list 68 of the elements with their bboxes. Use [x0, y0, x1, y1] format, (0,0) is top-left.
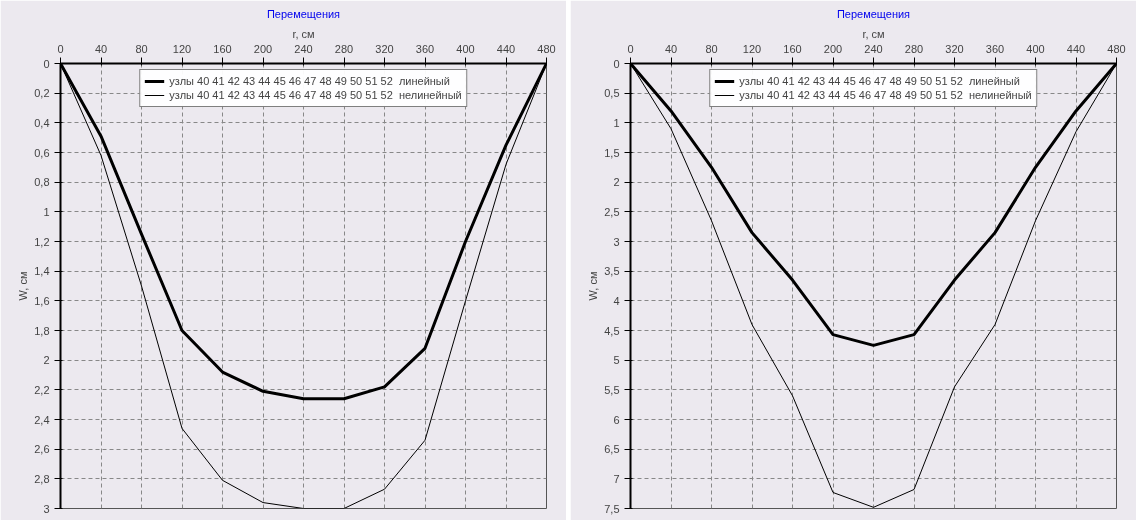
y-tick-label: 2 [613, 176, 620, 189]
y-tick-label: 0,6 [34, 146, 50, 159]
legend-label: узлы 40 41 42 43 44 45 46 47 48 49 50 51 52 нелинейный [169, 88, 462, 102]
y-tick-label: 2 [43, 354, 50, 367]
y-tick-label: 2,6 [34, 443, 50, 456]
y-tick-label: 1 [43, 205, 50, 218]
x-tick-label: 360 [985, 42, 1005, 55]
y-tick-label: 6 [613, 413, 620, 426]
x-tick-label: 80 [135, 42, 148, 55]
x-tick-label: 360 [415, 42, 435, 55]
x-axis-title: r, см [862, 27, 885, 40]
x-tick-label: 0 [627, 42, 634, 55]
y-tick-label: 0,2 [34, 87, 50, 100]
y-tick-label: 0 [43, 57, 50, 70]
x-tick-label: 280 [904, 42, 924, 55]
y-tick-label: 1,5 [604, 146, 620, 159]
y-tick-label: 6,5 [604, 443, 620, 456]
x-tick-label: 480 [537, 42, 556, 55]
y-tick-label: 2,2 [34, 383, 50, 396]
y-tick-label: 3 [613, 235, 620, 248]
y-tick-label: 2,5 [604, 205, 620, 218]
y-tick-label: 4 [613, 294, 620, 307]
legend-label: узлы 40 41 42 43 44 45 46 47 48 49 50 51 52 линейный [739, 74, 1020, 88]
y-tick-label: 1,2 [34, 235, 50, 248]
x-axis-title: r, см [292, 27, 315, 40]
x-tick-label: 200 [823, 42, 843, 55]
y-axis-title: W, см [587, 271, 600, 301]
x-tick-label: 320 [945, 42, 964, 55]
x-tick-label: 440 [1066, 42, 1086, 55]
y-tick-label: 2,8 [34, 472, 50, 485]
y-tick-label: 1,4 [34, 265, 50, 278]
x-tick-label: 160 [783, 42, 802, 55]
legend-label: узлы 40 41 42 43 44 45 46 47 48 49 50 51 52 линейный [169, 74, 450, 88]
x-tick-label: 240 [294, 42, 313, 55]
x-tick-label: 400 [456, 42, 475, 55]
legend-label: узлы 40 41 42 43 44 45 46 47 48 49 50 51 52 нелинейный [739, 88, 1032, 102]
x-tick-label: 240 [864, 42, 883, 55]
y-tick-label: 3 [43, 502, 50, 515]
x-tick-label: 280 [334, 42, 354, 55]
y-tick-label: 0,4 [34, 116, 50, 129]
y-tick-label: 3,5 [604, 265, 620, 278]
y-tick-label: 5 [613, 354, 620, 367]
y-tick-label: 7 [613, 472, 620, 485]
y-tick-label: 1,6 [34, 294, 50, 307]
y-tick-label: 1,8 [34, 324, 50, 337]
y-tick-label: 7,5 [604, 502, 620, 515]
chart-title: Перемещения [836, 7, 911, 20]
x-tick-label: 200 [253, 42, 273, 55]
x-tick-label: 320 [375, 42, 394, 55]
y-tick-label: 0,8 [34, 176, 50, 189]
y-axis-title: W, см [17, 271, 30, 301]
y-tick-label: 0 [613, 57, 620, 70]
y-tick-label: 2,4 [34, 413, 50, 426]
y-tick-label: 0,5 [604, 87, 620, 100]
x-tick-label: 160 [213, 42, 232, 55]
x-tick-label: 40 [664, 42, 678, 55]
y-tick-label: 4,5 [604, 324, 620, 337]
x-tick-label: 120 [742, 42, 762, 55]
x-tick-label: 40 [94, 42, 108, 55]
x-tick-label: 0 [57, 42, 64, 55]
x-tick-label: 80 [705, 42, 718, 55]
x-tick-label: 440 [496, 42, 516, 55]
x-tick-label: 480 [1107, 42, 1126, 55]
y-tick-label: 1 [613, 116, 620, 129]
y-tick-label: 5,5 [604, 383, 620, 396]
x-tick-label: 400 [1026, 42, 1045, 55]
x-tick-label: 120 [172, 42, 192, 55]
chart-title: Перемещения [266, 7, 341, 20]
